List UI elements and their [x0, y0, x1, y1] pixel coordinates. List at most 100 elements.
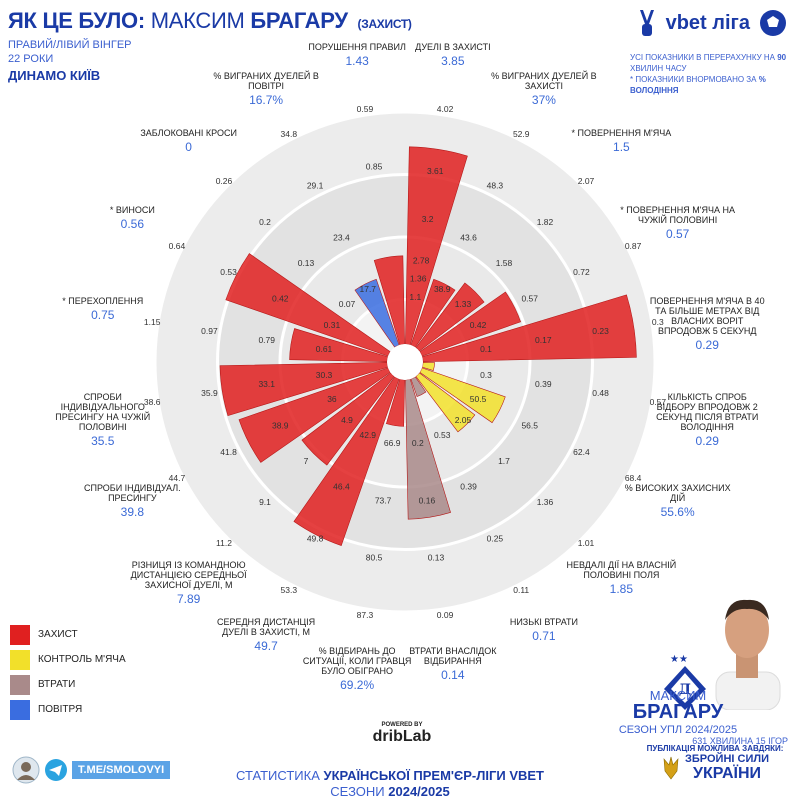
tick-label-17-4: 0.64 — [169, 241, 186, 251]
tick-label-3-4: 2.07 — [578, 176, 595, 186]
footer-d: 2024/2025 — [388, 784, 450, 799]
metric-label-18: ЗАБЛОКОВАНІ КРОСИ 0 — [129, 128, 249, 154]
tick-label-7-3: 62.4 — [573, 447, 590, 457]
metric-value-20: 1.43 — [345, 53, 369, 68]
svg-text:Д: Д — [679, 682, 691, 698]
footer-c: СЕЗОНИ — [330, 784, 385, 799]
brand-logo: vbet ліга — [665, 11, 750, 34]
tick-label-9-3: 0.25 — [487, 533, 504, 543]
tick-label-7-1: 50.5 — [470, 394, 487, 404]
metric-name-10: ВТРАТИ ВНАСЛІДОК ВІДБИРАННЯ — [409, 646, 497, 667]
metric-label-16: * ПЕРЕХОПЛЕННЯ 0.75 — [43, 296, 163, 321]
note-line2c: ВОЛОДІННЯ — [630, 86, 679, 95]
center-disc — [387, 344, 423, 380]
legend-swatch-defense — [10, 624, 30, 645]
tick-label-1-1: 1.1 — [409, 292, 421, 302]
tick-label-9-2: 0.39 — [460, 482, 477, 492]
legend-item-control: КОНТРОЛЬ М'ЯЧА — [10, 647, 126, 672]
tick-label-8-3: 1.36 — [537, 497, 554, 507]
metric-value-3: 1.5 — [613, 139, 630, 154]
metric-value-5: 0.29 — [695, 338, 719, 353]
tick-label-13-1: 4.9 — [341, 415, 353, 425]
tick-label-16-4: 1.15 — [144, 317, 161, 327]
metric-value-8: 1.85 — [609, 582, 634, 597]
tick-label-15-3: 35.9 — [201, 388, 218, 398]
tick-label-16-2: 0.79 — [258, 335, 275, 345]
metric-value-4: 0.57 — [665, 227, 690, 242]
publication-sponsor: ПУБЛІКАЦІЯ МОЖЛИВА ЗАВДЯКИ: ЗБРОЙНІ СИЛИ… — [640, 744, 790, 783]
metric-value-1: 3.85 — [441, 53, 465, 68]
metric-name-17: * ВИНОСИ — [109, 205, 155, 216]
metric-value-14: 39.8 — [120, 504, 145, 519]
legend-label-defense: ЗАХИСТ — [38, 629, 78, 640]
metric-label-20: ПОРУШЕННЯ ПРАВИЛ 1.43 — [297, 41, 417, 68]
metric-value-17: 0.56 — [120, 217, 145, 232]
title-last-name: БРАГАРУ — [250, 8, 348, 33]
tick-label-16-1: 0.61 — [316, 344, 333, 354]
tick-label-9-4: 0.11 — [513, 585, 529, 595]
tick-label-14-2: 38.9 — [272, 421, 289, 431]
metric-name-11: % ВІДБИРАНЬ ДО СИТУАЦІЇ, КОЛИ ГРАВЦЯ БУЛ… — [302, 646, 412, 677]
metric-label-15: СПРОБИ ІНДИВІДУАЛЬНОГО ПРЕСИНГУ НА ЧУЖІЙ… — [43, 392, 163, 448]
legend-label-control: КОНТРОЛЬ М'ЯЧА — [38, 654, 126, 665]
telegram-link[interactable]: T.ME/SMOLOVYI — [12, 756, 171, 784]
tick-label-1-2: 1.36 — [410, 274, 427, 284]
tick-label-1-6: 4.02 — [437, 104, 454, 114]
title-tag: (ЗАХИСТ) — [357, 17, 412, 31]
metric-name-19: % ВИГРАНИХ ДУЕЛЕЙ В ПОВІТРІ — [213, 71, 319, 92]
tick-label-12-1: 42.9 — [359, 430, 376, 440]
title-first-name: МАКСИМ — [150, 8, 245, 33]
metric-name-4: * ПОВЕРНЕННЯ М'ЯЧА НА ЧУЖІЙ ПОЛОВИНІ — [620, 205, 735, 226]
tick-label-3-3: 1.82 — [537, 217, 554, 227]
tick-label-4-1: 0.42 — [470, 320, 487, 330]
metric-value-13: 7.89 — [176, 592, 201, 607]
metric-name-7: % ВИСОКИХ ЗАХИСНИХ ДІЙ — [624, 482, 731, 503]
tick-label-1-4: 3.2 — [422, 214, 434, 224]
legend-swatch-control — [10, 649, 30, 670]
tick-label-15-2: 33.1 — [258, 379, 275, 389]
player-team: ДИНАМО КИЇВ — [8, 68, 101, 83]
tick-label-6-1: 0.3 — [480, 370, 492, 380]
tick-label-18-1: 0.07 — [339, 299, 356, 309]
tick-label-4-3: 0.72 — [573, 267, 590, 277]
metric-name-6: КІЛЬКІСТЬ СПРОБ ВІДБОРУ ВПРОДОВЖ 2 СЕКУН… — [656, 391, 759, 432]
metric-value-18: 0 — [185, 139, 192, 154]
legend-swatch-losses — [10, 674, 30, 695]
tick-label-14-4: 44.7 — [169, 473, 186, 483]
tick-label-6-4: 0.57 — [650, 397, 667, 407]
page-title: ЯК ЦЕ БУЛО: МАКСИМ БРАГАРУ (ЗАХИСТ) — [8, 8, 528, 34]
tick-label-20-2: 0.59 — [357, 104, 374, 114]
telegram-icon — [45, 759, 67, 781]
metric-name-8: НЕВДАЛІ ДІЇ НА ВЛАСНІЙ ПОЛОВИНІ ПОЛЯ — [566, 560, 677, 581]
metric-value-15: 35.5 — [91, 433, 115, 448]
tick-label-11-3: 80.5 — [366, 553, 383, 563]
metric-value-6: 0.29 — [695, 433, 719, 448]
metric-label-10: ВТРАТИ ВНАСЛІДОК ВІДБИРАННЯ 0.14 — [393, 646, 513, 681]
dynamo-crest-icon: ★★ Д — [664, 654, 706, 710]
metric-label-11: % ВІДБИРАНЬ ДО СИТУАЦІЇ, КОЛИ ГРАВЦЯ БУЛ… — [297, 646, 417, 691]
tick-label-19-2: 23.4 — [333, 232, 350, 242]
metric-value-12: 49.7 — [254, 638, 278, 653]
tick-label-5-2: 0.17 — [535, 335, 552, 345]
victory-hand-icon — [639, 10, 654, 36]
player-age: 22 РОКИ — [8, 53, 54, 65]
metric-label-17: * ВИНОСИ 0.56 — [72, 205, 192, 232]
telegram-handle[interactable]: T.ME/SMOLOVYI — [72, 761, 171, 779]
metric-label-2: % ВИГРАНИХ ДУЕЛЕЙ В ЗАХИСТІ 37% — [484, 71, 604, 106]
tick-label-15-4: 38.6 — [144, 397, 161, 407]
tick-label-5-4: 0.3 — [652, 317, 664, 327]
metric-label-5: ПОВЕРНЕННЯ М'ЯЧА В 40 ТА БІЛЬШЕ МЕТРАХ В… — [647, 296, 767, 353]
legend-item-air: ПОВІТРЯ — [10, 697, 126, 722]
legend: ЗАХИСТ КОНТРОЛЬ М'ЯЧА ВТРАТИ ПОВІТРЯ — [10, 622, 126, 722]
trident-icon — [663, 756, 679, 780]
tick-label-17-3: 0.53 — [220, 267, 237, 277]
svg-text:★★: ★★ — [670, 654, 688, 665]
outer-ring — [151, 108, 659, 616]
powered-by-label: POWERED BY — [381, 722, 423, 728]
tick-label-6-3: 0.48 — [592, 388, 609, 398]
powered-by: POWERED BY dribLab — [352, 722, 452, 746]
legend-label-losses: ВТРАТИ — [38, 679, 76, 690]
metric-name-20: ПОРУШЕННЯ ПРАВИЛ — [308, 41, 406, 52]
tick-label-1-3: 2.78 — [413, 255, 430, 265]
